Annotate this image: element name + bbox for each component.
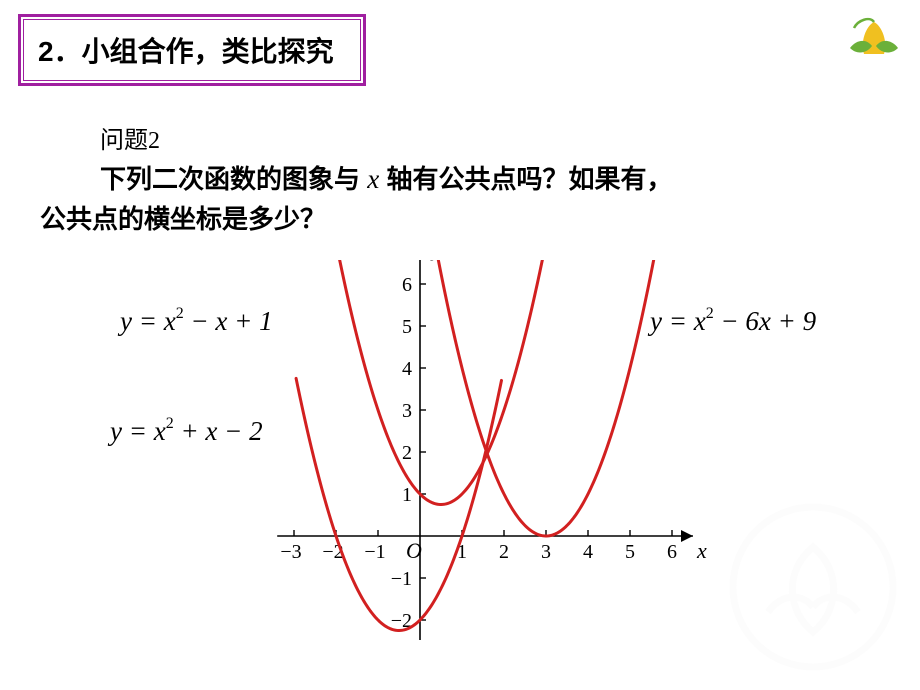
svg-text:−1: −1 [364, 541, 385, 563]
svg-text:1: 1 [402, 484, 412, 506]
svg-text:5: 5 [402, 316, 412, 338]
svg-text:2: 2 [402, 442, 412, 464]
q-line1-suffix: 轴有公共点吗？如果有， [379, 164, 672, 194]
svg-text:6: 6 [667, 541, 677, 563]
svg-text:5: 5 [625, 541, 635, 563]
svg-text:−1: −1 [391, 568, 412, 590]
svg-text:3: 3 [402, 400, 412, 422]
q-line2: 公共点的横坐标是多少？ [40, 204, 326, 234]
question-text: 下列二次函数的图象与 x 轴有公共点吗？如果有， 公共点的横坐标是多少？ [40, 159, 880, 239]
question-block: 问题2 下列二次函数的图象与 x 轴有公共点吗？如果有， 公共点的横坐标是多少？ [40, 120, 880, 239]
equation-3: y = x2 + x − 2 [110, 416, 263, 447]
svg-text:6: 6 [402, 274, 412, 296]
svg-text:x: x [696, 538, 707, 563]
equation-1: y = x2 − x + 1 [120, 306, 273, 337]
q-line1-prefix: 下列二次函数的图象与 [100, 164, 367, 194]
svg-text:O: O [406, 538, 422, 563]
section-title: 小组合作，类比探究 [82, 36, 334, 67]
svg-text:3: 3 [541, 541, 551, 563]
watermark-icon [728, 502, 898, 672]
section-header: 2．小组合作，类比探究 [23, 19, 361, 81]
section-number: 2． [38, 36, 82, 67]
question-label: 问题2 [100, 120, 880, 155]
svg-text:2: 2 [499, 541, 509, 563]
svg-text:4: 4 [583, 541, 593, 563]
section-header-box: 2．小组合作，类比探究 [18, 14, 366, 86]
equation-2: y = x2 − 6x + 9 [650, 306, 816, 337]
svg-text:−3: −3 [280, 541, 301, 563]
svg-text:y: y [430, 260, 442, 261]
q-xvar: x [367, 164, 379, 194]
svg-text:4: 4 [402, 358, 412, 380]
logo-icon [842, 8, 906, 64]
